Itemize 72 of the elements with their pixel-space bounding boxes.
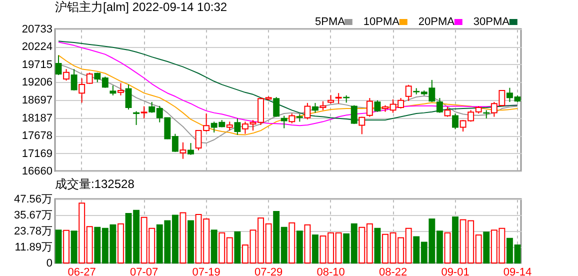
y-tick-label: 20733 — [22, 24, 52, 36]
candlestick — [288, 112, 296, 124]
candlestick — [118, 82, 124, 96]
x-tick-label: 07-19 — [192, 266, 220, 276]
candlestick — [304, 102, 311, 120]
bar — [118, 223, 124, 264]
y-tick-label: 20224 — [22, 41, 52, 54]
candlestick — [436, 98, 443, 114]
candlestick — [312, 102, 318, 114]
bar — [70, 230, 78, 264]
bar — [452, 216, 458, 264]
y-tick-label: 18187 — [22, 112, 52, 124]
candlestick — [55, 54, 62, 76]
y-tick-label: 17169 — [22, 148, 52, 160]
bar — [374, 228, 381, 264]
bar — [188, 220, 194, 264]
bar — [234, 231, 241, 264]
candlestick — [350, 104, 358, 124]
line-series — [58, 54, 518, 136]
candlestick — [358, 116, 366, 135]
bar — [296, 230, 303, 264]
bar — [312, 234, 318, 264]
candlestick — [405, 84, 412, 102]
x-tick-label: 09-14 — [503, 266, 532, 276]
y-tick-label: 16660 — [22, 166, 52, 178]
candlestick — [280, 115, 288, 129]
candlestick — [70, 68, 78, 91]
bar — [55, 230, 62, 264]
y-tick-label: 23.78万 — [14, 226, 52, 238]
x-tick-label: 09-01 — [441, 266, 470, 276]
legend-label: 20PMA — [418, 16, 456, 28]
legend-label: 10PMA — [363, 16, 400, 28]
x-tick-label: 08-10 — [316, 266, 345, 276]
chart-title: 成交量:132528 — [55, 177, 135, 191]
x-tick-label: 07-29 — [254, 266, 283, 276]
x-tick-label: 07-07 — [130, 266, 158, 276]
bar — [288, 222, 296, 264]
candlestick — [125, 84, 132, 110]
y-tick-label: 47.56万 — [14, 194, 52, 206]
candlestick — [63, 68, 70, 82]
candlestick — [133, 110, 140, 126]
candlestick — [180, 142, 186, 160]
y-tick-label: 18697 — [22, 94, 52, 106]
chart-title: 沪铝主力[alm] 2022-09-14 10:32 — [55, 0, 228, 14]
bar — [483, 232, 490, 264]
y-tick-label: 0 — [46, 258, 52, 270]
candlestick — [140, 106, 148, 119]
candlestick — [374, 100, 381, 112]
candlestick — [452, 112, 458, 130]
y-tick-label: 19206 — [22, 76, 52, 89]
y-tick-label: 19715 — [22, 58, 52, 71]
candlestick — [366, 98, 373, 118]
legend-label: 5PMA — [315, 16, 346, 28]
y-tick-label: 11.89万 — [14, 242, 52, 254]
bar — [63, 230, 70, 264]
legend-label: 30PMA — [473, 16, 510, 28]
x-tick-label: 06-27 — [68, 266, 96, 276]
bar — [444, 232, 451, 264]
candlestick — [335, 92, 342, 104]
candlestick — [234, 118, 241, 136]
candlestick — [86, 72, 93, 84]
bar — [210, 230, 218, 264]
candlestick — [78, 78, 86, 104]
candlestick — [273, 96, 280, 118]
candlestick — [110, 85, 116, 96]
candlestick — [444, 106, 451, 118]
y-tick-label: 17678 — [22, 130, 52, 142]
y-tick-label: 35.67万 — [14, 210, 52, 222]
x-tick-label: 08-22 — [378, 266, 408, 276]
candlestick — [188, 142, 194, 156]
bar — [304, 224, 311, 264]
bar — [180, 212, 186, 264]
